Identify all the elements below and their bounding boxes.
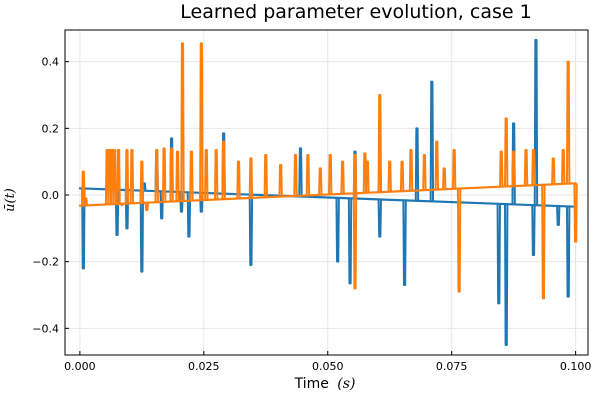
- series-1-spike: [124, 190, 130, 230]
- series-1-spike: [186, 192, 192, 238]
- series-2-spike: [511, 150, 516, 187]
- y-tick-label: 0.2: [42, 122, 60, 135]
- series-2-spike: [175, 150, 180, 202]
- series-1-spike: [298, 147, 303, 197]
- series-2-spike: [204, 149, 209, 200]
- series-1-spike: [377, 199, 382, 238]
- series-2-spike: [318, 167, 323, 195]
- series-2-spike: [278, 164, 283, 197]
- series-2-spike: [293, 154, 298, 196]
- series-2-spike: [377, 94, 382, 193]
- series-2-spike: [129, 149, 135, 204]
- series-2-spike: [434, 140, 440, 190]
- series-2-spike: [161, 147, 167, 202]
- series-2-spike: [408, 149, 414, 191]
- series-2-spike: [573, 183, 578, 243]
- x-axis-label: Time (s): [294, 376, 356, 392]
- series-2-spike: [83, 197, 89, 206]
- series-2-spike: [112, 149, 117, 205]
- series-2-spike: [362, 152, 368, 193]
- series-1-spike: [531, 205, 536, 256]
- y-tick-label: 0.4: [42, 56, 60, 69]
- series-2-spike: [352, 193, 358, 290]
- series-1-spike: [199, 192, 204, 213]
- series-2-spike: [352, 154, 358, 194]
- series-1-spike: [139, 190, 145, 273]
- series-2-spike: [189, 150, 194, 201]
- plot-frame: [64, 29, 589, 356]
- series-1-spike: [533, 39, 539, 206]
- series-1-spike: [504, 204, 509, 346]
- series-2-spike: [422, 154, 427, 191]
- series-1-spike: [159, 191, 164, 220]
- series-2-spike: [541, 184, 546, 300]
- x-axis-label-text: Time: [294, 376, 329, 392]
- series-1-spike: [347, 198, 353, 285]
- series-2-spike: [561, 149, 566, 184]
- series-2-baseline: [78, 182, 577, 207]
- series-1-spike: [556, 205, 561, 226]
- series-2-spike: [213, 149, 219, 200]
- series-2-spike: [442, 167, 447, 190]
- series-2-spike: [116, 149, 121, 204]
- series-1-spike: [414, 127, 420, 201]
- series-2-spike: [399, 160, 405, 192]
- series-2-spike: [263, 154, 268, 198]
- series-2: [78, 42, 578, 300]
- series-2-spike: [565, 60, 571, 184]
- series-2-spike: [169, 147, 174, 202]
- series-2-spike: [504, 117, 509, 187]
- series-2-spike: [180, 42, 185, 202]
- series-2-spike: [81, 170, 86, 206]
- series-1-spike: [114, 189, 120, 236]
- series-1-spike: [429, 80, 435, 202]
- chart-title: Learned parameter evolution, case 1: [180, 1, 531, 23]
- series-2-spike: [523, 149, 529, 186]
- plot-series: [78, 39, 578, 346]
- series-2-spike: [124, 149, 130, 204]
- x-axis-unit: (s): [337, 376, 355, 392]
- series-2-spike: [221, 140, 226, 200]
- y-axis-label: ū(t): [3, 188, 18, 212]
- x-tick-label: 0.050: [312, 360, 344, 373]
- series-2-spike: [328, 154, 333, 195]
- series-2-spike: [531, 149, 536, 186]
- series-2-spike: [119, 203, 125, 206]
- series-1-spike: [248, 194, 254, 266]
- x-tick-label: 0.075: [436, 360, 468, 373]
- x-tick-label: 0.000: [64, 360, 96, 373]
- x-tick-label: 0.025: [188, 360, 220, 373]
- series-2-spike: [199, 42, 204, 201]
- series-2-spike: [154, 149, 159, 203]
- series-2-spike: [340, 160, 345, 194]
- series-2-spike: [451, 149, 457, 189]
- series-2-spike: [387, 160, 392, 192]
- series-1-spike: [496, 203, 501, 305]
- series-2-spike: [499, 150, 504, 187]
- series-2-spike: [144, 202, 149, 211]
- y-tick-label: −0.4: [32, 322, 59, 335]
- series-1-spike: [335, 197, 340, 263]
- series-2-spike: [248, 157, 254, 198]
- series-2-spike: [236, 160, 241, 199]
- x-tick-label: 0.100: [560, 360, 592, 373]
- y-tick-label: −0.2: [32, 256, 59, 269]
- series-1-spike: [81, 188, 86, 270]
- grid: [65, 30, 588, 355]
- series-2-spike: [551, 157, 556, 185]
- series-2-spike: [456, 188, 462, 293]
- series-2-spike: [139, 160, 145, 203]
- series-1-spike: [402, 200, 407, 286]
- series-1-spike: [565, 206, 571, 298]
- ticks: 0.000 0.025 0.050 0.075 0.100 −0.4 −0.2 0.0 0.2 0…: [32, 56, 591, 373]
- series-2-spike: [305, 154, 311, 196]
- y-tick-label: 0.0: [42, 189, 60, 202]
